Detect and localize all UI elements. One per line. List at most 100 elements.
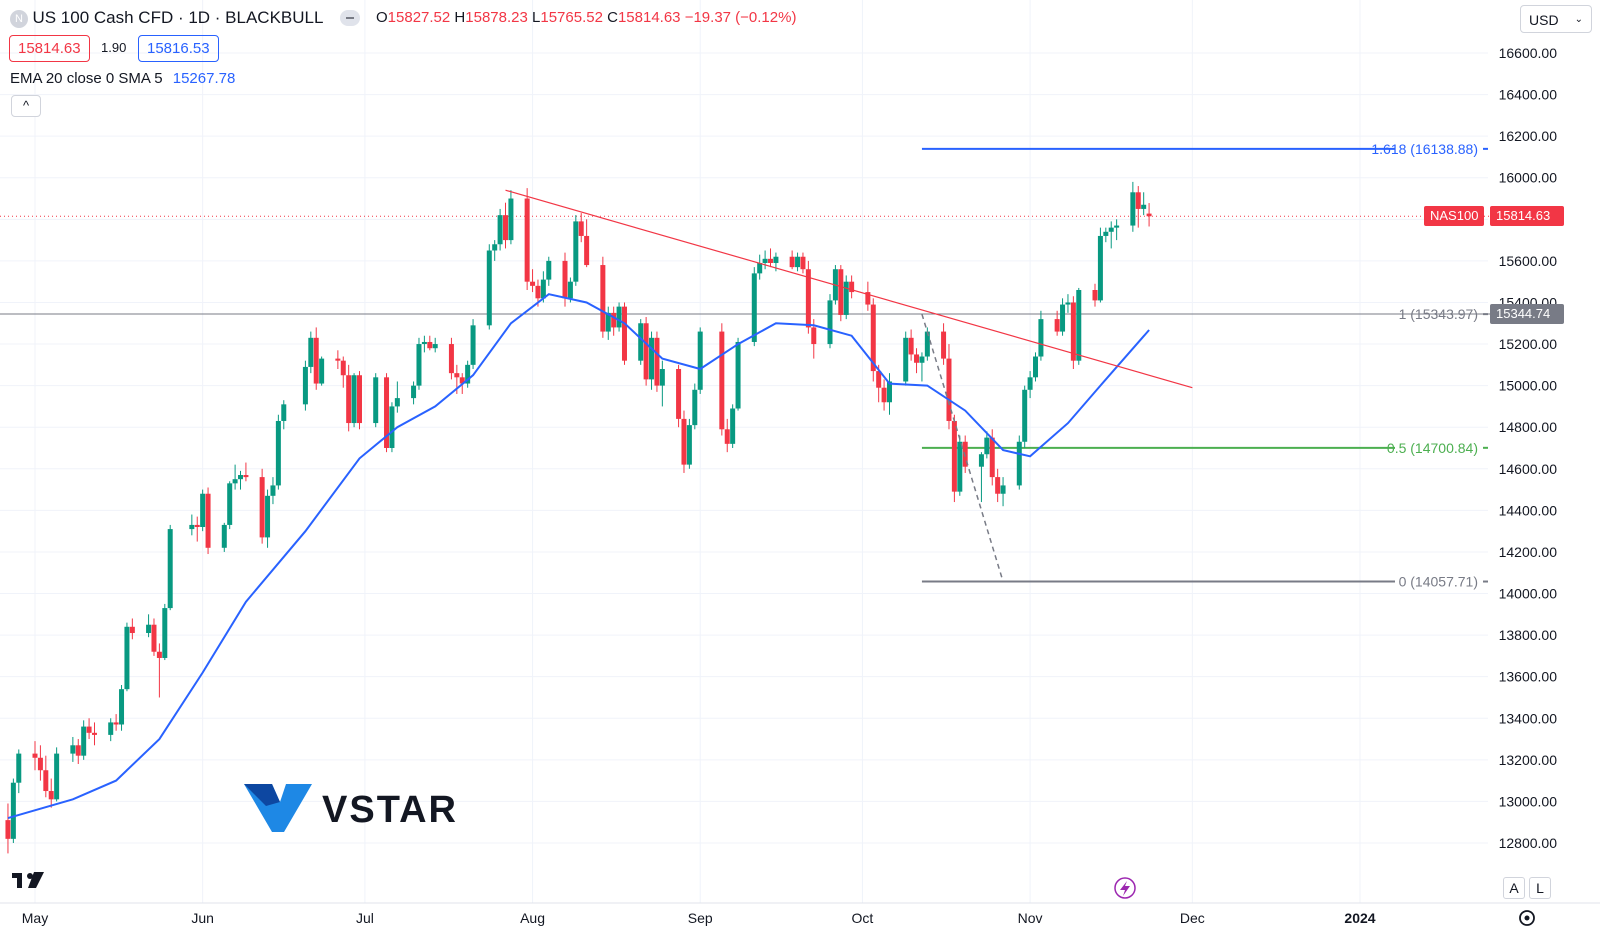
candle-body	[227, 483, 233, 525]
candle-body	[492, 244, 498, 251]
high-label: H	[454, 9, 466, 26]
candle	[1130, 181, 1136, 232]
candle-body	[638, 323, 644, 361]
candle-body	[649, 337, 655, 380]
x-tick-label: May	[22, 910, 48, 926]
y-tick-label: 16200.00	[1499, 128, 1558, 144]
candle	[730, 404, 736, 448]
candle-body	[692, 389, 698, 426]
buy-price-button[interactable]: 15816.53	[138, 35, 219, 62]
y-tick-label: 13000.00	[1499, 793, 1558, 809]
candle-body	[578, 221, 584, 236]
indicator-value: 15267.78	[172, 70, 236, 87]
candle	[156, 643, 162, 698]
candle	[70, 736, 76, 762]
candle-body	[243, 475, 249, 478]
fib-label: 0 (14057.71)	[1399, 574, 1478, 590]
candle	[151, 618, 157, 656]
y-tick-label: 16400.00	[1499, 87, 1558, 103]
currency-value: USD	[1529, 12, 1559, 28]
candle-body	[1022, 389, 1028, 442]
candle	[800, 252, 806, 274]
candle	[1060, 298, 1066, 336]
candle-body	[757, 262, 763, 274]
candle	[881, 379, 887, 411]
candle-body	[265, 495, 271, 538]
candle	[427, 335, 433, 351]
open-label: O	[376, 9, 388, 26]
log-scale-button[interactable]: L	[1529, 877, 1551, 899]
x-tick-label: Jun	[191, 910, 214, 926]
candle-body	[70, 745, 76, 754]
candle	[757, 254, 763, 280]
x-tick-label: Sep	[688, 910, 713, 926]
candle-body	[567, 281, 573, 299]
candle-body	[876, 371, 882, 388]
fib-label: 1.618 (16138.88)	[1371, 141, 1478, 157]
lightning-icon[interactable]	[1114, 877, 1136, 899]
candle	[768, 248, 774, 268]
grid	[0, 0, 1600, 904]
candle	[411, 381, 417, 405]
candle-body	[827, 300, 833, 345]
candle-body	[984, 437, 990, 455]
candle	[389, 402, 395, 453]
candle	[346, 364, 352, 432]
candle	[919, 352, 925, 382]
candle	[43, 755, 49, 798]
candle-body	[275, 420, 281, 486]
currency-select[interactable]: USD ⌄	[1520, 5, 1592, 33]
candle	[573, 215, 579, 286]
candle	[146, 614, 152, 638]
candle	[432, 337, 438, 353]
y-tick-label: 13400.00	[1499, 710, 1558, 726]
y-tick-label: 14200.00	[1499, 544, 1558, 560]
candle	[649, 331, 655, 390]
candle-body	[724, 429, 730, 444]
candle-body	[914, 354, 920, 363]
candle	[865, 281, 871, 311]
candle	[789, 250, 795, 270]
y-tick-label: 15000.00	[1499, 378, 1558, 394]
visibility-toggle-icon[interactable]	[340, 10, 360, 26]
candle	[221, 522, 227, 552]
candle-body	[768, 258, 774, 263]
candle-body	[1114, 225, 1120, 228]
ohlc-values: O15827.52 H15878.23 L15765.52 C15814.63 …	[376, 9, 796, 26]
candle-body	[989, 437, 995, 478]
candle-body	[162, 608, 168, 658]
candle	[497, 208, 503, 251]
candle	[486, 244, 492, 330]
low-value: 15765.52	[540, 9, 603, 26]
gear-icon[interactable]	[1519, 910, 1535, 926]
candle-body	[124, 626, 130, 690]
symbol-icon[interactable]: N	[10, 10, 28, 28]
collapse-legend-button[interactable]: ^	[11, 95, 41, 117]
candle	[697, 327, 703, 394]
candle	[503, 202, 509, 249]
candle-body	[951, 420, 957, 492]
candle	[914, 348, 920, 374]
candle	[465, 360, 471, 388]
candle	[194, 516, 200, 542]
candle-body	[37, 757, 43, 771]
auto-scale-button[interactable]: A	[1503, 877, 1525, 899]
candle-body	[1097, 235, 1103, 301]
candle-body	[1054, 319, 1060, 332]
candle-body	[941, 331, 947, 359]
sell-price-button[interactable]: 15814.63	[9, 35, 90, 62]
indicator-legend[interactable]: EMA 20 close 0 SMA 5 15267.78	[10, 70, 235, 87]
candle-body	[346, 375, 352, 424]
candle-body	[48, 791, 54, 800]
candle-body	[119, 689, 125, 725]
fib-label: 0.5 (14700.84)	[1387, 440, 1478, 456]
candle	[319, 356, 325, 386]
symbol-title[interactable]: US 100 Cash CFD · 1D · BLACKBULL	[32, 8, 324, 27]
candle-body	[1103, 231, 1109, 236]
candle-body	[659, 369, 665, 386]
candle-body	[616, 306, 622, 328]
chevron-up-icon: ^	[22, 98, 30, 113]
candle	[908, 329, 914, 361]
candle-body	[838, 269, 844, 315]
